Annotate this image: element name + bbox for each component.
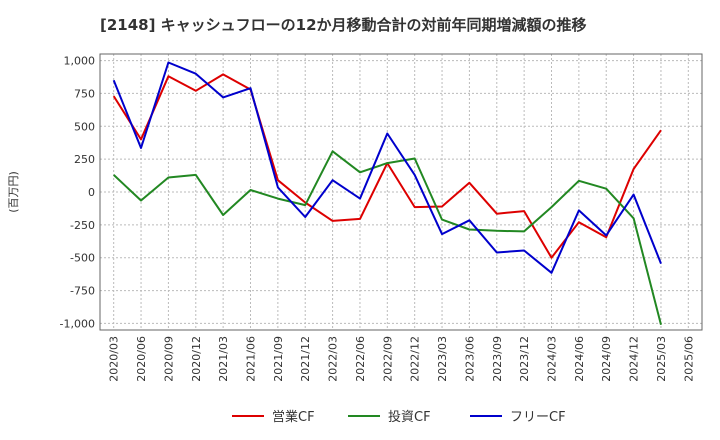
y-tick-label: 500 [74,120,95,133]
legend-label: 営業CF [272,409,315,425]
x-tick-label: 2022/09 [381,336,394,382]
x-tick-label: 2021/12 [299,336,312,382]
y-tick-label: -1,000 [60,317,95,330]
y-tick-label: 750 [74,87,95,100]
y-tick-label: 1,000 [64,55,96,68]
y-tick-label: 250 [74,153,95,166]
x-tick-labels: 2020/03 2020/06 2020/09 2020/12 2021/03 2021/… [108,336,696,382]
x-tick-label: 2024/06 [573,336,586,382]
x-tick-label: 2021/06 [245,336,258,382]
series-lines [112,61,662,325]
series-line [113,150,662,325]
legend-label: 投資CF [388,409,431,425]
x-tick-label: 2022/06 [354,336,367,382]
chart-title: [2148] キャッシュフローの12か月移動合計の対前年同期増減額の推移 [100,16,587,34]
plot-frame [99,53,703,331]
x-tick-label: 2024/09 [600,336,613,382]
x-tick-label: 2023/09 [491,336,504,382]
grid-lines [100,54,702,330]
x-tick-label: 2023/06 [463,336,476,382]
series-line [112,61,662,274]
y-tick-label: -750 [70,285,95,298]
x-tick-label: 2021/09 [272,336,285,382]
x-tick-label: 2020/12 [190,336,203,382]
x-tick-label: 2025/06 [682,336,695,382]
x-tick-label: 2020/03 [108,336,121,382]
x-tick-label: 2024/03 [546,336,559,382]
y-tick-labels: 1,000 750 500 250 0 -250 -500 -750 -1,000 [60,55,95,331]
x-tick-label: 2023/12 [518,336,531,382]
x-tick-label: 2021/03 [217,336,230,382]
x-tick-label: 2025/03 [655,336,668,382]
y-tick-label: -500 [70,252,95,265]
legend-label: フリーCF [510,410,566,425]
x-tick-label: 2020/09 [162,336,175,382]
x-tick-label: 2023/03 [436,336,449,382]
x-tick-label: 2022/12 [409,336,422,382]
x-tick-label: 2024/12 [628,336,641,382]
y-tick-label: 0 [88,186,95,199]
x-tick-label: 2020/06 [135,336,148,382]
y-axis-label: (百万円) [7,171,20,213]
legend: 営業CF 投資CF フリーCF [232,409,566,425]
x-tick-label: 2022/03 [327,336,340,382]
y-tick-label: -250 [70,219,95,232]
